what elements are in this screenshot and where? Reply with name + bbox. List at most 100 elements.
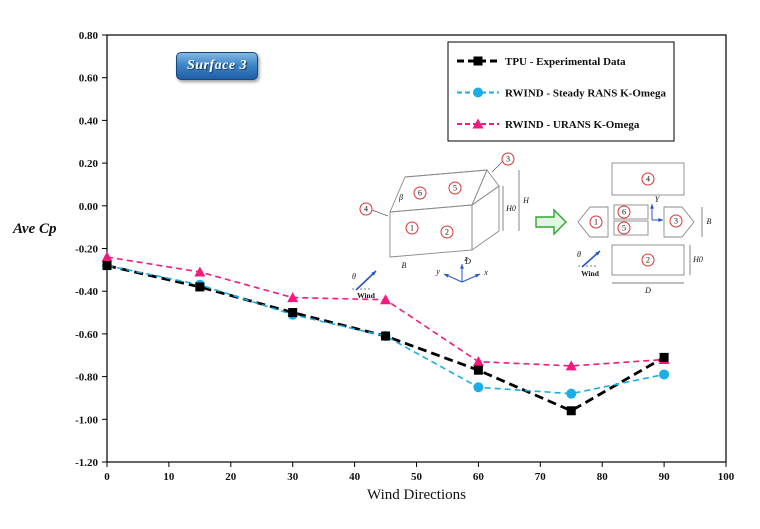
data-point: [380, 294, 392, 305]
data-point: [566, 406, 576, 416]
axes: 0 10 20 30 40 50 60 70 80 90 100 0.80 0.60 0.40 0.20 0.…: [75, 30, 735, 483]
arrow-head: [371, 271, 376, 276]
surface-number-circle: [405, 221, 419, 235]
y-axis-label: Ave Cp: [13, 221, 57, 237]
surface-number-circle: [669, 214, 683, 228]
surface-number: 2: [445, 228, 449, 237]
dimension-label: Y: [655, 195, 661, 204]
data-point: [659, 352, 669, 362]
dimension-label: x: [483, 268, 488, 277]
surface-number: 5: [453, 184, 457, 193]
surface-number: 1: [410, 224, 414, 233]
surface-number-circle: [448, 181, 462, 195]
unfold-arrow: [535, 208, 567, 236]
surface-number-circle: [641, 172, 655, 186]
y-tick-label: -0.20: [75, 244, 98, 256]
y-tick-label: 0.20: [79, 158, 99, 170]
y-tick-label: -0.80: [75, 372, 98, 384]
data-point: [566, 388, 577, 399]
dimension-label: D: [644, 286, 651, 295]
arrow-head: [460, 264, 464, 269]
surface-number: 1: [594, 218, 598, 227]
data-point: [472, 356, 484, 367]
legend-label: RWIND - URANS K-Omega: [505, 119, 640, 131]
dimension-label: H: [522, 196, 530, 205]
data-point: [381, 331, 391, 341]
data-point: [659, 369, 670, 380]
dimension-line: [491, 161, 503, 173]
x-tick-label: 80: [597, 471, 609, 483]
x-tick-label: 30: [287, 471, 299, 483]
data-point: [565, 360, 577, 371]
surface-number: 4: [646, 175, 650, 184]
dimension-label: z: [463, 254, 468, 263]
x-tick-label: 100: [718, 471, 735, 483]
arrow-head: [444, 274, 449, 278]
unfold-rect-4: [611, 162, 685, 196]
unfold-pent-1: [577, 206, 609, 238]
x-tick-label: 10: [163, 471, 175, 483]
y-tick-label: -0.40: [75, 286, 98, 298]
house-ridge: [404, 169, 488, 178]
dimension-label: y: [435, 267, 440, 276]
data-point: [102, 261, 112, 271]
y-tick-label: 0.60: [79, 73, 99, 85]
unfold-pent-3: [663, 206, 695, 238]
data-point: [195, 282, 205, 292]
unfold-rect-2: [611, 244, 685, 276]
x-tick-label: 70: [535, 471, 547, 483]
legend-label: TPU - Experimental Data: [505, 56, 626, 68]
surface-number-circle: [440, 225, 454, 239]
surface-badge-label: Surface 3: [186, 58, 248, 73]
dimension-label: B: [707, 217, 712, 226]
surface-number: 6: [622, 208, 626, 217]
dimension-label: B: [402, 261, 407, 270]
arrow-head: [595, 251, 600, 256]
x-axis-label: Wind Directions: [367, 487, 466, 503]
surface-number: 5: [622, 224, 626, 233]
y-tick-label: 0.80: [79, 30, 99, 42]
surface-number: 4: [364, 205, 368, 214]
surface-number: 3: [506, 155, 510, 164]
x-tick-label: 60: [473, 471, 485, 483]
unfold-rect-6: [613, 204, 649, 220]
dimension-label: H0: [692, 255, 703, 264]
x-tick-label: 50: [411, 471, 423, 483]
surface-number-circle: [501, 152, 515, 166]
x-tick-label: 20: [225, 471, 237, 483]
y-tick-label: 0.00: [79, 201, 99, 213]
y-tick-label: -1.00: [75, 414, 98, 426]
y-tick-label: -1.20: [75, 457, 98, 469]
data-point: [288, 308, 298, 318]
wind-label: Wind: [581, 269, 600, 278]
surface-number-circle: [617, 205, 631, 219]
legend-marker: [472, 118, 484, 129]
wind-label: Wind: [357, 291, 376, 300]
surface-number-circle: [413, 186, 427, 200]
arrow-head: [658, 218, 663, 222]
data-point: [287, 292, 299, 303]
series-markers: [101, 251, 670, 416]
inset-diagram: 1 2 6 5 4 3 β H0 H B Dz x y Wind θ 4 1 6 5 3 2 Y B H0 D Wind θ: [352, 152, 712, 300]
surface-badge: Surface 3: [176, 52, 258, 80]
x-tick-label: 40: [349, 471, 361, 483]
house-right-gable: [470, 169, 500, 207]
unfold-rect-5: [613, 220, 649, 236]
y-tick-label: 0.40: [79, 115, 99, 127]
arrow-head: [475, 274, 480, 278]
x-tick-label: 90: [659, 471, 671, 483]
legend: TPU - Experimental Data RWIND - Steady RA…: [447, 41, 675, 142]
beta-label: β: [398, 193, 403, 202]
surface-number-circle: [617, 221, 631, 235]
surface-number: 3: [674, 217, 678, 226]
surface-number: 2: [646, 256, 650, 265]
x-tick-label: 0: [104, 471, 110, 483]
house-front-wall: [389, 204, 473, 258]
surface-number-circle: [359, 202, 373, 216]
dimension-label: D: [464, 257, 471, 266]
surface-number-circle: [589, 215, 603, 229]
dimension-line: [371, 209, 389, 217]
data-point: [101, 251, 113, 262]
